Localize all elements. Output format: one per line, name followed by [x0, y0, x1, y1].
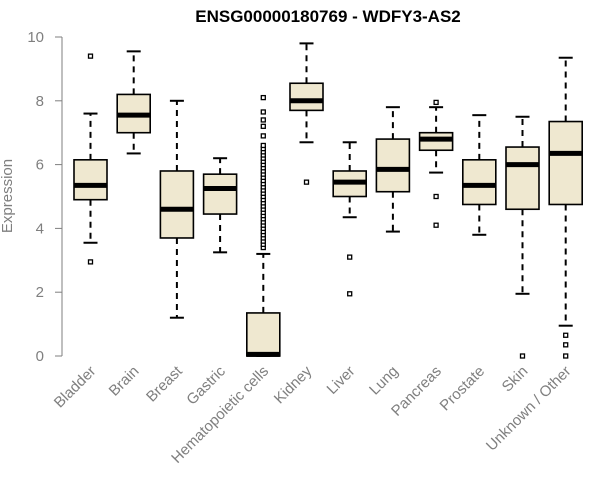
box-kidney [289, 42, 324, 185]
iqr-box [289, 82, 324, 112]
outlier-point [260, 123, 266, 129]
iqr-box [461, 159, 497, 206]
box-skin [505, 115, 540, 359]
box-prostate [461, 114, 497, 236]
iqr-box [375, 138, 411, 193]
x-tick-label: Kidney [271, 362, 316, 407]
chart-title: ENSG00000180769 - WDFY3-AS2 [195, 7, 461, 26]
x-tick-label: Skin [499, 363, 532, 396]
outlier-point [260, 109, 266, 115]
x-tick-label: Bladder [51, 363, 100, 412]
box-bladder [73, 53, 108, 265]
iqr-box [505, 146, 540, 211]
outlier-point [563, 332, 569, 338]
y-tick-label: 10 [27, 29, 44, 46]
y-tick-label: 0 [36, 348, 44, 365]
outlier-point [347, 254, 353, 260]
iqr-box [159, 170, 195, 239]
outlier-point [433, 193, 439, 200]
outlier-point [563, 342, 569, 348]
box-lung [375, 106, 411, 233]
iqr-box [548, 120, 584, 206]
box-liver [332, 141, 368, 297]
outlier-point [433, 99, 439, 106]
outlier-point [519, 353, 526, 359]
y-axis: 0 2 4 6 8 10 [27, 29, 63, 365]
x-tick-label: Liver [324, 363, 359, 398]
x-tick-label: Brain [106, 363, 143, 400]
box-breast [159, 99, 195, 319]
outlier-point [87, 53, 94, 59]
box-gastric [202, 157, 238, 254]
outlier-point [347, 291, 353, 297]
y-tick-label: 6 [36, 157, 44, 174]
outlier-point [303, 179, 310, 185]
iqr-box [202, 173, 238, 215]
iqr-box [246, 312, 281, 357]
box-pancreas [418, 99, 454, 228]
iqr-box [73, 159, 108, 201]
x-tick-label: Lung [366, 363, 402, 399]
box-hematopoietic-cells [246, 94, 281, 357]
outlier-point [260, 142, 266, 149]
y-tick-label: 2 [36, 284, 44, 301]
y-tick-label: 8 [36, 93, 44, 110]
outlier-point [260, 117, 266, 123]
outlier-point [433, 222, 439, 228]
box-brain [116, 50, 151, 155]
y-tick-label: 4 [36, 220, 44, 237]
outlier-point [260, 94, 266, 101]
y-axis-label: Expression [0, 159, 16, 233]
box-series [73, 42, 584, 359]
outlier-point [563, 353, 569, 359]
outlier-point [87, 259, 94, 265]
box-unknown-other [548, 56, 584, 359]
outlier-point [260, 133, 266, 139]
x-tick-label: Breast [143, 362, 186, 405]
x-tick-label: Prostate [437, 363, 489, 415]
